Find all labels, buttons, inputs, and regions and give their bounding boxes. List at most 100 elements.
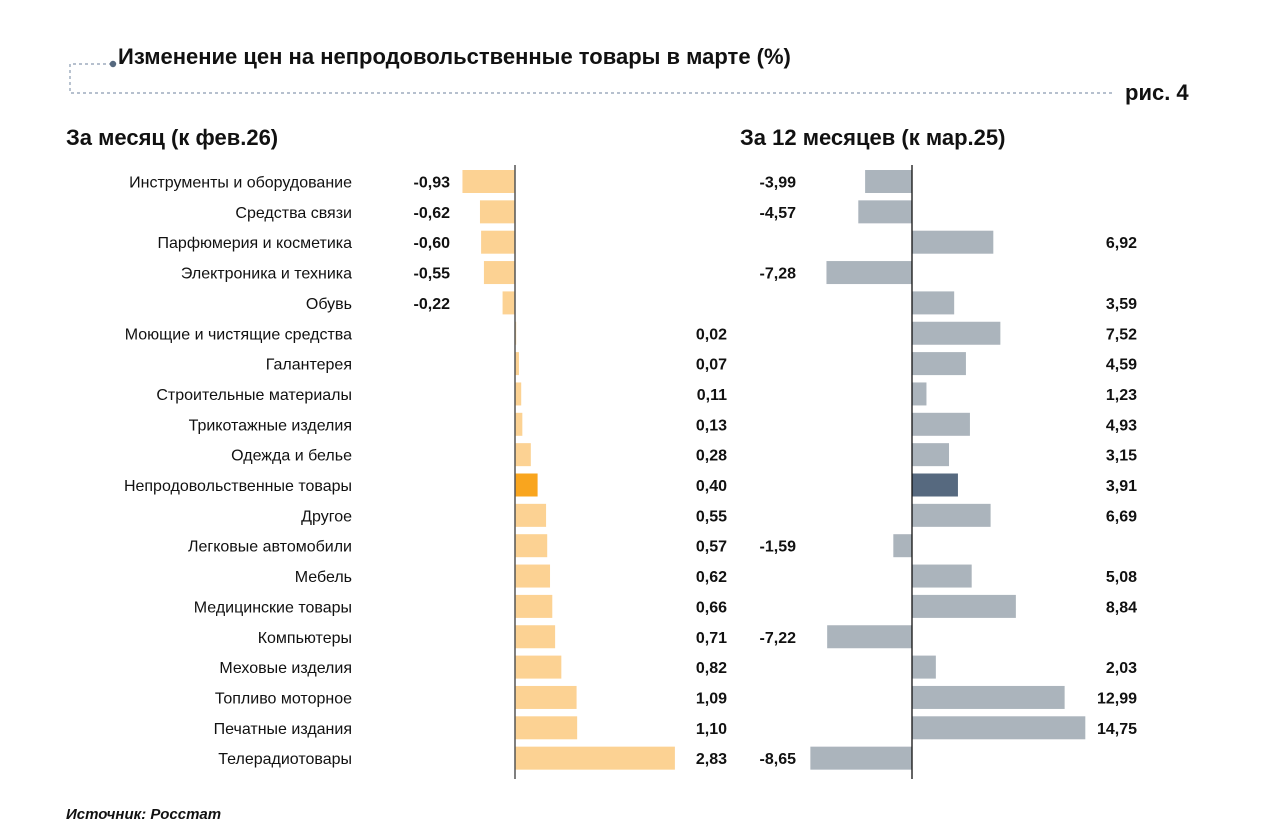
value-label-month: 0,82	[696, 660, 727, 677]
source-note: Источник: Росстат	[66, 806, 222, 823]
value-label-month: 0,07	[696, 357, 727, 374]
category-label: Моющие и чистящие средства	[125, 326, 352, 343]
value-label-year: 1,23	[1106, 387, 1137, 404]
bar-month	[483, 261, 515, 285]
bar-year	[912, 352, 966, 376]
value-label-year: 8,84	[1106, 599, 1137, 616]
category-label: Инструменты и оборудование	[129, 175, 352, 192]
dashed-frame-line	[69, 63, 1115, 94]
category-label: Парфюмерия и косметика	[158, 235, 353, 252]
bar-year	[912, 443, 950, 467]
bar-year	[912, 230, 994, 254]
category-label: Одежда и белье	[231, 448, 352, 465]
value-label-month: 2,83	[696, 751, 727, 768]
bar-year	[912, 594, 1016, 618]
bar-year	[912, 685, 1065, 709]
figure-label: рис. 4	[1125, 80, 1189, 105]
value-label-month: -0,55	[414, 266, 451, 283]
bar-month	[462, 170, 515, 193]
category-label: Печатные издания	[214, 721, 352, 738]
value-label-month: 0,71	[696, 630, 727, 647]
bar-month	[515, 594, 553, 618]
value-label-year: -7,22	[760, 630, 797, 647]
value-label-month: -0,93	[414, 175, 451, 192]
value-label-month: 0,28	[696, 448, 727, 465]
value-label-month: 1,09	[696, 690, 727, 707]
value-label-month: -0,22	[414, 296, 451, 313]
value-label-year: 3,91	[1106, 478, 1137, 495]
bar-month	[515, 443, 531, 467]
value-label-year: -3,99	[760, 175, 797, 192]
bar-month	[515, 625, 556, 649]
value-label-month: -0,60	[414, 235, 451, 252]
bar-year	[912, 412, 970, 436]
value-label-year: 5,08	[1106, 569, 1137, 586]
category-label: Галантерея	[266, 357, 352, 374]
bar-year-highlight	[912, 473, 958, 497]
value-label-month: 0,40	[696, 478, 727, 495]
panel-title-year: За 12 месяцев (к мар.25)	[740, 125, 1006, 150]
value-label-year: 3,59	[1106, 296, 1137, 313]
bar-year	[912, 564, 972, 588]
value-label-year: 4,59	[1106, 357, 1137, 374]
category-label: Компьютеры	[258, 630, 352, 647]
value-label-year: 3,15	[1106, 448, 1137, 465]
bar-month	[515, 564, 551, 588]
bar-year	[827, 625, 912, 649]
bar-year	[912, 716, 1086, 740]
category-label: Меховые изделия	[219, 660, 352, 677]
bar-year	[912, 655, 936, 679]
category-label: Строительные материалы	[156, 387, 352, 404]
bar-year	[826, 261, 912, 285]
value-label-month: 0,57	[696, 539, 727, 556]
bar-month	[502, 291, 515, 315]
bar-month	[515, 412, 523, 436]
value-label-month: -0,62	[414, 205, 451, 222]
bar-year	[912, 291, 955, 315]
bar-year	[893, 534, 912, 558]
value-label-year: 12,99	[1097, 690, 1137, 707]
bar-year	[865, 170, 912, 193]
bar-month-highlight	[515, 473, 538, 497]
bar-month	[515, 382, 522, 406]
value-label-year: -8,65	[760, 751, 797, 768]
value-label-month: 0,66	[696, 599, 727, 616]
bar-month	[515, 655, 562, 679]
category-label: Обувь	[306, 296, 352, 313]
value-label-month: 0,55	[696, 508, 727, 525]
bar-year	[858, 200, 912, 224]
category-label: Легковые автомобили	[188, 539, 352, 556]
panel-title-month: За месяц (к фев.26)	[66, 125, 279, 150]
category-label: Топливо моторное	[215, 690, 352, 707]
value-label-year: -1,59	[760, 539, 797, 556]
bar-year	[810, 746, 912, 770]
category-label: Трикотажные изделия	[189, 417, 352, 434]
chart-title: Изменение цен на непродовольственные тов…	[118, 44, 791, 69]
bar-month	[515, 746, 675, 770]
bar-month	[515, 716, 578, 740]
bar-year	[912, 503, 991, 527]
category-label: Электроника и техника	[181, 266, 352, 283]
value-label-year: 4,93	[1106, 417, 1137, 434]
value-label-month: 0,11	[697, 387, 727, 404]
bar-month	[515, 534, 548, 558]
value-label-month: 1,10	[696, 721, 727, 738]
value-label-month: 0,62	[696, 569, 727, 586]
value-label-year: -7,28	[760, 266, 797, 283]
title-bullet-icon	[109, 60, 117, 68]
bar-year	[912, 321, 1001, 345]
category-label: Другое	[301, 508, 352, 525]
value-label-year: -4,57	[760, 205, 797, 222]
value-label-month: 0,13	[696, 417, 727, 434]
value-label-year: 6,92	[1106, 235, 1137, 252]
value-label-month: 0,02	[696, 326, 727, 343]
category-label: Телерадиотовары	[218, 751, 352, 768]
value-label-year: 6,69	[1106, 508, 1137, 525]
category-label: Средства связи	[235, 205, 352, 222]
category-label: Непродовольственные товары	[124, 478, 352, 495]
value-label-year: 7,52	[1106, 326, 1137, 343]
value-label-year: 14,75	[1097, 721, 1137, 738]
bar-month	[479, 200, 515, 224]
category-label: Медицинские товары	[194, 599, 352, 616]
